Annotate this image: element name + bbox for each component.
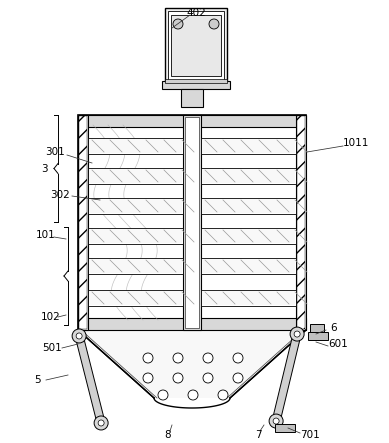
Text: 3: 3 bbox=[41, 163, 47, 174]
Circle shape bbox=[290, 327, 304, 341]
Polygon shape bbox=[78, 330, 306, 398]
Bar bbox=[171, 15, 221, 76]
Circle shape bbox=[98, 420, 104, 426]
Text: 501: 501 bbox=[42, 343, 62, 353]
Circle shape bbox=[209, 19, 219, 29]
Bar bbox=[89, 169, 182, 183]
Bar bbox=[89, 229, 182, 243]
Circle shape bbox=[173, 353, 183, 363]
Bar bbox=[202, 139, 295, 153]
Text: 8: 8 bbox=[165, 430, 171, 440]
Circle shape bbox=[269, 414, 283, 428]
Bar bbox=[201, 198, 296, 214]
Circle shape bbox=[173, 373, 183, 383]
Text: 301: 301 bbox=[45, 147, 65, 157]
Bar bbox=[310, 324, 324, 332]
Circle shape bbox=[173, 19, 183, 29]
Bar bbox=[201, 138, 296, 154]
Bar bbox=[79, 116, 87, 329]
Bar bbox=[201, 258, 296, 274]
Circle shape bbox=[233, 373, 243, 383]
Text: 701: 701 bbox=[300, 430, 320, 440]
Circle shape bbox=[94, 416, 108, 430]
Text: 7: 7 bbox=[255, 430, 261, 440]
Bar bbox=[297, 116, 305, 329]
Bar bbox=[201, 168, 296, 184]
Bar bbox=[201, 290, 296, 306]
Bar bbox=[202, 259, 295, 273]
Text: 601: 601 bbox=[328, 339, 348, 349]
Circle shape bbox=[72, 329, 86, 343]
Bar bbox=[202, 229, 295, 243]
Circle shape bbox=[203, 373, 213, 383]
Bar bbox=[201, 228, 296, 244]
Bar bbox=[88, 168, 183, 184]
Text: 102: 102 bbox=[41, 312, 61, 322]
Circle shape bbox=[188, 390, 198, 400]
Bar bbox=[88, 228, 183, 244]
Circle shape bbox=[76, 333, 82, 339]
Bar bbox=[275, 424, 295, 432]
Bar bbox=[78, 115, 88, 330]
Bar bbox=[88, 198, 183, 214]
Circle shape bbox=[273, 418, 279, 424]
Bar bbox=[88, 290, 183, 306]
Circle shape bbox=[143, 373, 153, 383]
Bar bbox=[162, 81, 230, 89]
Bar bbox=[78, 318, 306, 330]
Bar bbox=[168, 11, 224, 80]
Bar bbox=[202, 199, 295, 213]
Text: 402: 402 bbox=[186, 8, 206, 18]
Bar bbox=[181, 89, 203, 107]
Bar bbox=[89, 199, 182, 213]
Text: 101: 101 bbox=[36, 230, 56, 240]
Circle shape bbox=[233, 353, 243, 363]
Bar bbox=[202, 169, 295, 183]
Bar bbox=[165, 79, 227, 83]
Text: 5: 5 bbox=[35, 375, 41, 385]
Bar bbox=[78, 115, 306, 127]
Text: 6: 6 bbox=[331, 323, 337, 333]
Bar bbox=[88, 258, 183, 274]
Circle shape bbox=[294, 331, 300, 337]
Bar bbox=[78, 115, 306, 330]
Bar bbox=[202, 291, 295, 305]
Bar bbox=[308, 332, 328, 340]
Text: 302: 302 bbox=[50, 190, 70, 200]
Bar bbox=[88, 138, 183, 154]
Bar bbox=[89, 139, 182, 153]
Circle shape bbox=[143, 353, 153, 363]
Circle shape bbox=[218, 390, 228, 400]
Circle shape bbox=[158, 390, 168, 400]
Circle shape bbox=[203, 353, 213, 363]
Bar bbox=[183, 115, 201, 330]
Bar bbox=[89, 291, 182, 305]
Bar bbox=[185, 117, 199, 328]
Bar bbox=[89, 259, 182, 273]
Polygon shape bbox=[75, 335, 105, 424]
Bar bbox=[296, 115, 306, 330]
Polygon shape bbox=[272, 333, 301, 422]
Text: 1011: 1011 bbox=[343, 138, 369, 148]
Bar bbox=[165, 8, 227, 83]
